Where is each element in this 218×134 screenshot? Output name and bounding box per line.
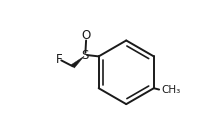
Polygon shape bbox=[71, 56, 84, 68]
Text: CH₃: CH₃ bbox=[162, 85, 181, 95]
Text: S: S bbox=[82, 49, 89, 62]
Text: O: O bbox=[82, 29, 91, 42]
Text: F: F bbox=[56, 53, 62, 66]
